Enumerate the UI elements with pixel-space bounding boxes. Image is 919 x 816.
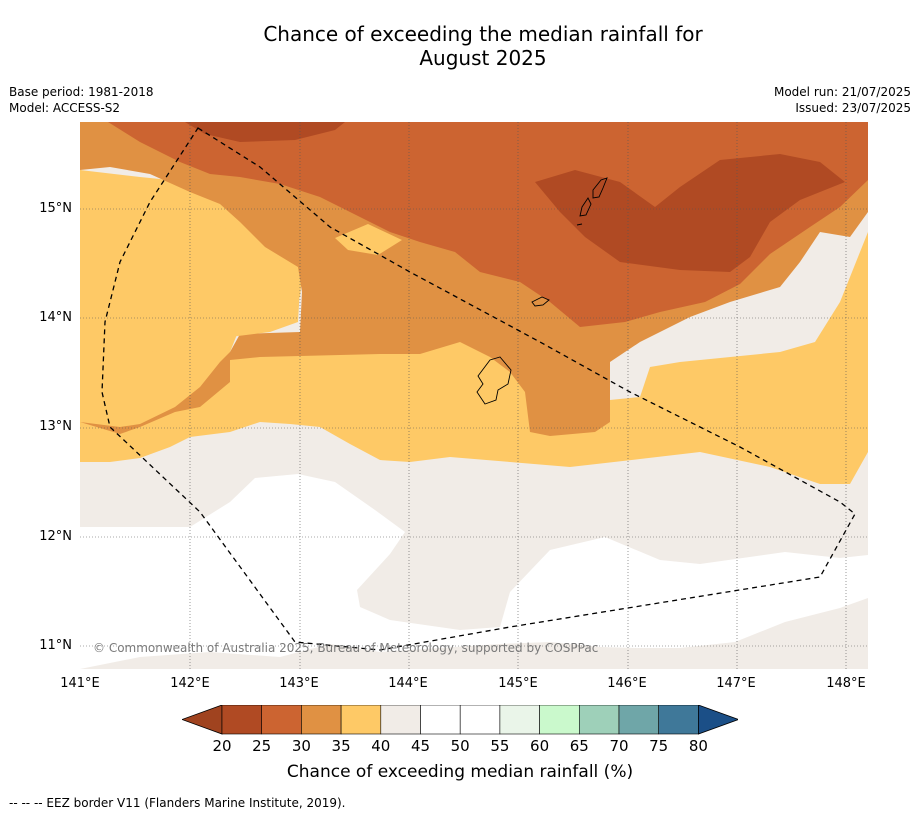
meta-left: Base period: 1981-2018 Model: ACCESS-S2 <box>9 84 154 116</box>
aguijan-island <box>576 223 583 226</box>
band-40-45-patch <box>335 224 402 255</box>
map-panel <box>80 122 868 669</box>
band-30-35 <box>108 122 868 327</box>
colorbar-cell <box>221 705 263 735</box>
colorbar-cell <box>380 705 421 735</box>
footnote: -- -- -- EEZ border V11 (Flanders Marine… <box>9 796 346 810</box>
colorbar-tick-label: 40 <box>371 737 391 755</box>
colorbar-extend-high <box>698 705 738 735</box>
model-run: Model run: 21/07/2025 <box>773 85 911 99</box>
colorbar <box>182 705 738 735</box>
band-25-30-north <box>185 122 345 142</box>
colorbar-tick-label: 30 <box>291 737 311 755</box>
rota-island <box>531 296 550 307</box>
meta-right: Model run: 21/07/2025 Issued: 23/07/2025 <box>774 84 911 116</box>
rainfall-map <box>80 122 868 669</box>
lon-label-143e: 143°E <box>279 676 319 691</box>
colorbar-tick-label: 55 <box>490 737 510 755</box>
colorbar-tick-label: 25 <box>252 737 272 755</box>
colorbar-extend-low <box>182 705 223 735</box>
colorbar-cell <box>459 705 501 735</box>
colorbar-cell <box>539 705 580 735</box>
band-50-55 <box>80 474 868 669</box>
colorbar-cell <box>618 705 660 735</box>
title-line-2: August 2025 <box>419 46 547 70</box>
colorbar-tick-label: 70 <box>609 737 629 755</box>
lat-label-12n: 12°N <box>39 529 72 544</box>
colorbar-cell <box>658 705 699 735</box>
chart-title: Chance of exceeding the median rainfall … <box>0 22 919 70</box>
title-line-1: Chance of exceeding the median rainfall … <box>263 22 703 46</box>
lon-label-144e: 144°E <box>388 676 428 691</box>
lat-label-11n: 11°N <box>39 638 72 653</box>
lon-label-141e: 141°E <box>60 676 100 691</box>
colorbar-cell <box>301 705 342 735</box>
colorbar-tick-label: 80 <box>688 737 708 755</box>
lon-label-148e: 148°E <box>826 676 866 691</box>
guam-island <box>476 356 512 405</box>
colorbar-tick-label: 75 <box>649 737 669 755</box>
lat-label-13n: 13°N <box>39 419 72 434</box>
colorbar-title: Chance of exceeding median rainfall (%) <box>286 762 634 782</box>
model-name: Model: ACCESS-S2 <box>9 101 121 115</box>
colorbar-tick-label: 65 <box>569 737 589 755</box>
graticule <box>80 122 868 669</box>
colorbar-tick-label: 45 <box>410 737 431 755</box>
colorbar-tick-label: 50 <box>450 737 470 755</box>
saipan-island <box>592 177 608 199</box>
lon-label-147e: 147°E <box>716 676 756 691</box>
lon-label-146e: 146°E <box>607 676 647 691</box>
colorbar-cell <box>340 705 382 735</box>
lon-label-145e: 145°E <box>498 676 538 691</box>
issued-date: Issued: 23/07/2025 <box>795 101 911 115</box>
eez-border <box>101 127 856 651</box>
lat-label-15n: 15°N <box>39 201 72 216</box>
copyright-notice: © Commonwealth of Australia 2025, Bureau… <box>93 641 599 655</box>
colorbar-tick-label: 60 <box>530 737 550 755</box>
colorbar-cell <box>420 705 461 735</box>
colorbar-tick-label: 20 <box>212 737 232 755</box>
lon-label-142e: 142°E <box>170 676 210 691</box>
lat-label-14n: 14°N <box>39 310 72 325</box>
colorbar-cells <box>182 705 738 735</box>
colorbar-tick-label: 35 <box>331 737 351 755</box>
band-25-30-east <box>535 154 845 272</box>
colorbar-cell <box>499 705 540 735</box>
base-period: Base period: 1981-2018 <box>9 85 154 99</box>
tinian-island <box>579 197 592 217</box>
colorbar-cell <box>261 705 302 735</box>
colorbar-cell <box>578 705 620 735</box>
